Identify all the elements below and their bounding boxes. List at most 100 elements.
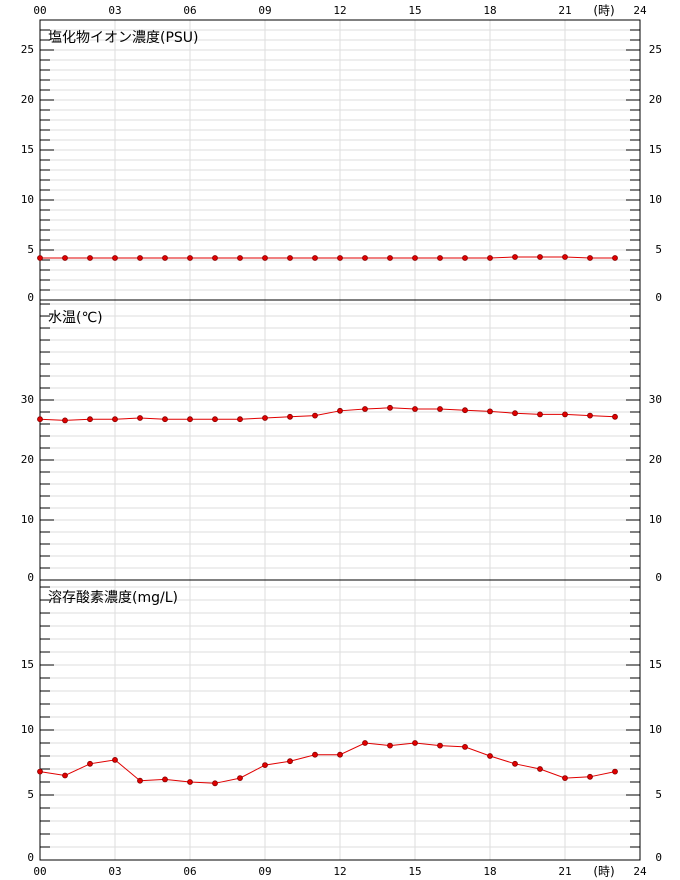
data-point: [137, 255, 143, 261]
data-point: [162, 776, 168, 783]
data-point: [137, 777, 143, 784]
data-point: [162, 255, 168, 261]
data-point: [512, 410, 518, 417]
data-point: [237, 775, 243, 782]
data-point: [362, 406, 368, 412]
panel-title: 溶存酸素濃度(mg/L): [48, 590, 178, 606]
x-unit-label: (時): [593, 4, 614, 18]
data-point: [112, 757, 118, 763]
data-point: [337, 751, 343, 758]
data-point: [187, 416, 193, 423]
data-point: [412, 740, 418, 746]
x-tick-label: 03: [108, 4, 121, 17]
data-point: [437, 255, 443, 261]
data-point: [437, 406, 443, 412]
data-point: [537, 411, 543, 418]
data-point: [137, 415, 143, 421]
data-point: [387, 255, 393, 261]
data-point: [387, 404, 393, 411]
data-point: [187, 779, 193, 785]
data-point: [587, 255, 593, 261]
data-point: [462, 407, 468, 414]
data-point: [62, 772, 68, 779]
y-tick-label: 10: [21, 193, 34, 206]
data-point: [87, 416, 93, 423]
y-tick-label-right: 30: [649, 393, 662, 406]
data-point: [412, 406, 418, 412]
y-tick-label: 15: [21, 143, 34, 156]
data-point: [487, 255, 493, 261]
data-point: [37, 768, 43, 775]
data-line: [40, 256, 615, 259]
y-tick-label-right: 20: [649, 93, 662, 106]
data-point: [362, 740, 368, 746]
y-tick-label: 10: [21, 513, 34, 526]
y-tick-label: 20: [21, 93, 34, 106]
x-tick-label: 21: [558, 4, 571, 17]
data-point: [37, 416, 43, 423]
data-point: [287, 255, 293, 261]
data-point: [187, 255, 193, 261]
y-tick-label: 5: [27, 243, 34, 256]
y-tick-label: 20: [21, 453, 34, 466]
y-tick-label: 15: [21, 658, 34, 671]
data-point: [562, 775, 568, 782]
data-point: [437, 742, 443, 749]
data-point: [537, 254, 543, 260]
y-tick-label-right: 0: [655, 851, 662, 864]
data-point: [512, 254, 518, 260]
plot-frame: [39, 579, 641, 861]
data-point: [462, 744, 468, 750]
y-tick-label-right: 10: [649, 513, 662, 526]
data-point: [262, 762, 268, 769]
data-point: [612, 768, 618, 775]
data-point: [62, 255, 68, 261]
y-tick-label: 0: [27, 851, 34, 864]
x-tick-label: 15: [408, 4, 421, 17]
y-tick-label: 0: [27, 291, 34, 304]
x-tick-label: 15: [408, 865, 421, 878]
y-tick-label-right: 10: [649, 723, 662, 736]
data-point: [212, 255, 218, 261]
x-tick-label: 24: [633, 4, 647, 17]
x-tick-label: 00: [33, 865, 46, 878]
x-tick-label: 06: [183, 865, 196, 878]
y-tick-label: 0: [27, 571, 34, 584]
data-point: [112, 416, 118, 423]
y-tick-label-right: 15: [649, 143, 662, 156]
data-point: [587, 412, 593, 419]
y-tick-label-right: 25: [649, 43, 662, 56]
data-point: [87, 255, 93, 261]
panel-title: 水温(℃): [48, 310, 103, 326]
data-point: [237, 416, 243, 423]
x-tick-label: 24: [633, 865, 647, 878]
data-point: [212, 416, 218, 423]
data-point: [312, 751, 318, 758]
x-tick-label: 03: [108, 865, 121, 878]
x-tick-label: 18: [483, 865, 496, 878]
x-tick-label: 09: [258, 4, 271, 17]
data-point: [262, 255, 268, 261]
data-point: [587, 773, 593, 780]
data-point: [287, 413, 293, 420]
data-point: [362, 255, 368, 261]
data-point: [612, 413, 618, 420]
y-tick-label: 10: [21, 723, 34, 736]
y-tick-label-right: 0: [655, 571, 662, 584]
data-point: [287, 758, 293, 765]
data-point: [412, 255, 418, 261]
data-point: [162, 416, 168, 423]
data-point: [312, 412, 318, 419]
y-tick-label: 25: [21, 43, 34, 56]
x-tick-label: 12: [333, 865, 346, 878]
y-tick-label-right: 10: [649, 193, 662, 206]
x-tick-label: 06: [183, 4, 196, 17]
x-tick-label: 12: [333, 4, 346, 17]
y-tick-label-right: 0: [655, 291, 662, 304]
data-line: [39, 407, 616, 421]
y-tick-label-right: 15: [649, 658, 662, 671]
y-tick-label: 30: [21, 393, 34, 406]
x-tick-label: 09: [258, 865, 271, 878]
